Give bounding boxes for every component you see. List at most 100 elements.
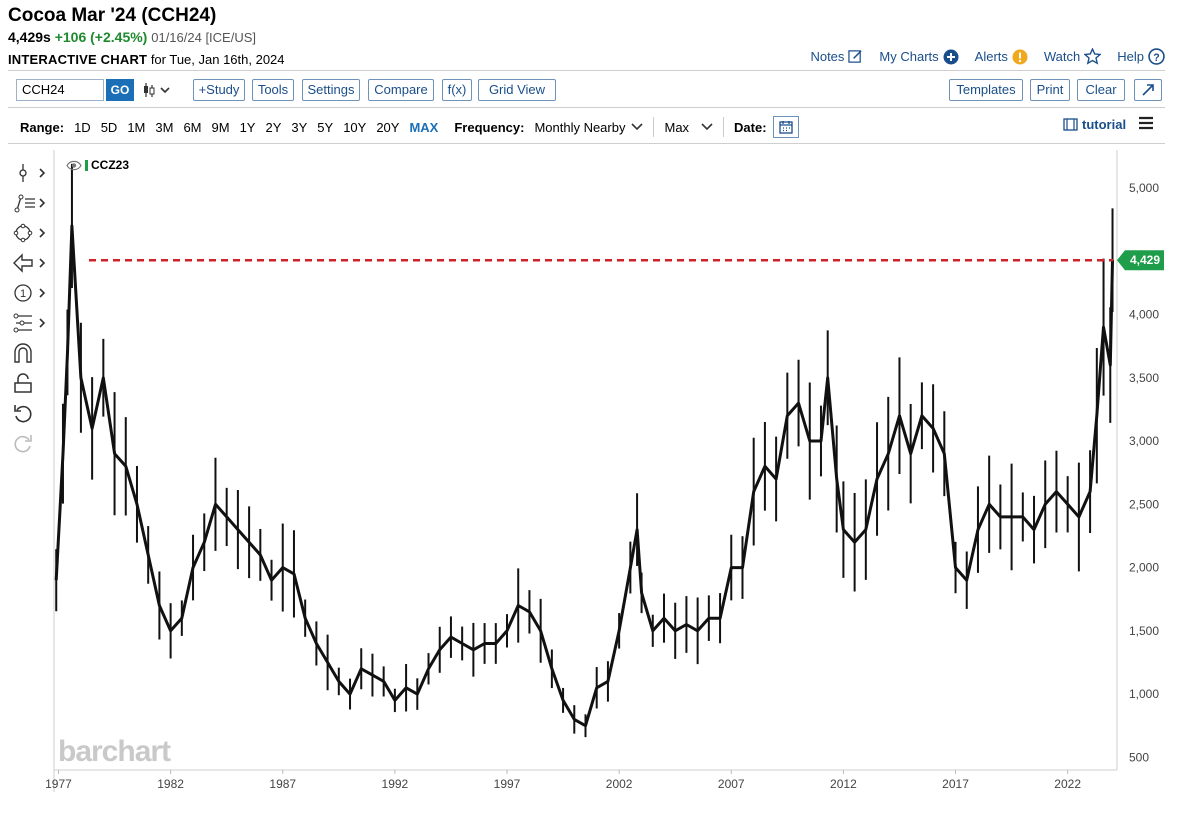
date-label: Date: [734, 119, 767, 135]
y-tick-label: 2,000 [1129, 561, 1159, 575]
fibonacci-tool[interactable] [12, 312, 48, 334]
expand-icon [1142, 84, 1154, 96]
x-tick-label: 1997 [494, 777, 521, 791]
price-change: +106 (+2.45%) [54, 29, 148, 45]
max-value: Max [664, 119, 690, 135]
function-button[interactable]: f(x) [442, 79, 472, 101]
x-tick-label: 2022 [1054, 777, 1081, 791]
calendar-icon [778, 121, 793, 134]
range-1d[interactable]: 1D [74, 119, 91, 135]
symbol-input[interactable]: CCH24 [16, 79, 104, 101]
y-tick-label: 2,500 [1129, 497, 1159, 511]
chart-date: for Tue, Jan 16th, 2024 [150, 52, 285, 67]
bar-type-selector[interactable] [142, 81, 172, 104]
range-separator [653, 117, 655, 137]
notes-link[interactable]: Notes [810, 49, 863, 64]
lock-icon [14, 373, 32, 393]
shapes-tool[interactable] [12, 222, 48, 244]
y-tick-label: 5,000 [1129, 181, 1159, 195]
print-button[interactable]: Print [1030, 79, 1070, 101]
range-5d[interactable]: 5D [100, 119, 118, 135]
trend-lines-tool[interactable] [12, 192, 48, 214]
study-button[interactable]: +Study [193, 79, 245, 101]
star-icon [1084, 48, 1102, 65]
go-button[interactable]: GO [106, 79, 134, 101]
range-9m[interactable]: 9M [211, 119, 230, 135]
reset-tool[interactable] [12, 402, 48, 424]
expand-button[interactable] [1134, 79, 1162, 101]
alerts-label: Alerts [974, 49, 1008, 64]
alerts-link[interactable]: Alerts [975, 49, 1028, 65]
range-separator [723, 117, 725, 137]
quote-line: 4,429s +106 (+2.45%) 01/16/24 [ICE/US] [8, 29, 256, 45]
x-tick-label: 2012 [830, 777, 857, 791]
y-tick-label: 4,000 [1129, 307, 1159, 321]
toolbar-divider [8, 107, 1165, 108]
magnet-icon [14, 343, 32, 363]
chevron-down-icon [701, 123, 713, 131]
range-2y[interactable]: 2Y [265, 119, 282, 135]
range-max[interactable]: MAX [409, 119, 439, 135]
help-label: Help [1117, 49, 1144, 64]
range-1m[interactable]: 1M [127, 119, 146, 135]
frequency-select[interactable]: Monthly Nearby [534, 119, 644, 135]
last-price-label: 4,429 [1130, 253, 1160, 267]
magnet-tool[interactable] [12, 342, 48, 364]
film-icon [1063, 118, 1078, 131]
arrows-tool[interactable] [12, 252, 48, 274]
trend-lines-icon [14, 194, 46, 213]
range-3y[interactable]: 3Y [291, 119, 308, 135]
date-picker-button[interactable] [772, 116, 799, 138]
grid-view-button[interactable]: Grid View [478, 79, 556, 101]
redo-tool[interactable] [12, 432, 48, 454]
y-tick-label: 500 [1129, 750, 1149, 764]
range-5y[interactable]: 5Y [317, 119, 334, 135]
alert-icon [1012, 49, 1028, 64]
range-divider [8, 143, 1165, 144]
chart-axes: 5,000 4,000 3,500 3,000 2,500 2,000 1,500 1,000… [45, 181, 1164, 791]
x-tick-label: 2007 [718, 777, 745, 791]
tutorial-label: tutorial [1082, 117, 1127, 132]
candlestick-icon [144, 83, 170, 97]
chart-frame [53, 150, 1118, 792]
crosshair-tool[interactable] [12, 162, 48, 184]
tutorial-link[interactable]: tutorial [1063, 117, 1126, 132]
x-tick-label: 1982 [157, 777, 184, 791]
help-link[interactable]: Help ? [1117, 48, 1165, 65]
clear-button[interactable]: Clear [1077, 79, 1125, 101]
range-6m[interactable]: 6M [183, 119, 202, 135]
range-3m[interactable]: 3M [155, 119, 174, 135]
compare-button[interactable]: Compare [368, 79, 434, 101]
toolbar: CCH24 GO +Study Tools Settings Compare f… [16, 79, 1165, 103]
menu-button[interactable] [1138, 116, 1154, 135]
marker-tool[interactable]: 1 [12, 282, 48, 304]
chart-kind: INTERACTIVE CHART [8, 52, 148, 67]
last-price-badge [1117, 250, 1164, 271]
y-tick-label: 1,500 [1129, 624, 1159, 638]
chevron-down-icon [631, 123, 644, 131]
fibonacci-icon [13, 313, 46, 333]
lock-tool[interactable] [12, 372, 48, 394]
x-tick-label: 1987 [269, 777, 296, 791]
range-10y[interactable]: 10Y [343, 119, 367, 135]
notes-label: Notes [810, 49, 845, 64]
shapes-icon [13, 223, 46, 243]
help-icon: ? [1148, 48, 1165, 65]
watch-link[interactable]: Watch [1044, 48, 1102, 65]
page-title: Cocoa Mar '24 (CCH24) [8, 5, 217, 26]
quote-meta: 01/16/24 [ICE/US] [151, 30, 257, 45]
range-20y[interactable]: 20Y [376, 119, 400, 135]
range-1y[interactable]: 1Y [239, 119, 256, 135]
eye-icon [66, 160, 82, 170]
y-tick-label: 1,000 [1129, 687, 1159, 701]
tools-button[interactable]: Tools [252, 79, 294, 101]
settings-button[interactable]: Settings [302, 79, 360, 101]
price-series [54, 163, 1114, 738]
y-tick-label: 3,000 [1129, 434, 1159, 448]
my-charts-link[interactable]: My Charts [879, 49, 959, 65]
templates-button[interactable]: Templates [949, 79, 1023, 101]
frequency-value: Monthly Nearby [534, 119, 626, 135]
max-select[interactable]: Max [664, 120, 713, 135]
chart-legend[interactable]: CCZ23 [66, 158, 129, 172]
